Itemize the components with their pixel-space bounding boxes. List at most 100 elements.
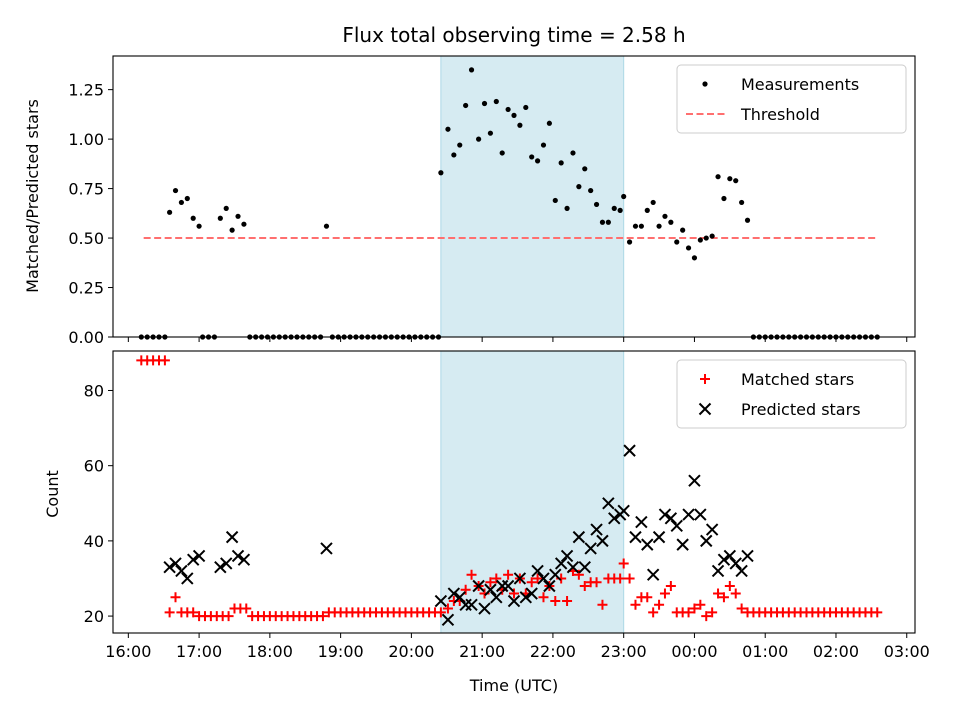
matched-stars-marker (317, 611, 328, 622)
measurements-point (626, 239, 633, 245)
predicted-stars-marker (434, 594, 448, 608)
predicted-stars-marker (723, 549, 737, 563)
measurements-point (662, 213, 668, 219)
predicted-stars-marker (501, 579, 515, 593)
x-tick-label: 23:00 (601, 642, 647, 661)
matched-stars-marker (223, 611, 234, 622)
x-axis-label: Time (UTC) (469, 676, 558, 695)
top-y-tick-label: 0.25 (68, 279, 104, 298)
predicted-stars-marker (441, 613, 455, 627)
bottom-axes-frame (112, 350, 916, 634)
predicted-stars-marker (181, 572, 194, 585)
x-tick-label: 22:00 (530, 642, 576, 661)
predicted-stars-marker (741, 549, 754, 563)
predicted-stars-marker (735, 564, 748, 578)
measurements-point (611, 205, 617, 211)
predicted-stars-marker (676, 538, 689, 551)
measurements-point (487, 130, 494, 136)
predicted-stars-marker (459, 598, 472, 612)
predicted-stars-marker (623, 444, 636, 457)
predicted-stars-marker (590, 523, 603, 536)
predicted-stars-marker (700, 534, 713, 548)
predicted-stars-marker (711, 564, 725, 578)
predicted-stars-marker (495, 579, 509, 593)
predicted-stars-marker (447, 587, 461, 600)
top-plot: 0.00 0.25 0.50 0.75 1.00 1.25 Measurements Thre… (68, 55, 916, 347)
bottom-y-tick-label: 60 (84, 457, 104, 476)
measurements-point (703, 235, 709, 241)
measurements-point (468, 67, 475, 73)
predicted-stars-marker (705, 523, 719, 536)
measurements-point (529, 154, 535, 160)
x-tick-label: 01:00 (742, 642, 788, 661)
predicted-stars-marker (635, 515, 648, 529)
measurements-point (172, 187, 179, 194)
measurements-point (605, 219, 611, 225)
predicted-stars-marker (664, 512, 678, 525)
matched-stars-marker (707, 607, 718, 618)
predicted-stars-marker (163, 560, 176, 574)
measurements-point (733, 178, 739, 184)
measurements-point (235, 213, 241, 219)
bottom-y-axis-label: Count (43, 470, 62, 518)
measurements-point (196, 223, 202, 229)
measurements-point (674, 239, 680, 245)
predicted-stars-marker (320, 542, 333, 555)
measurements-point (493, 98, 499, 105)
predicted-stars-marker (596, 534, 609, 548)
matched-stars-marker (442, 603, 453, 614)
measurements-point (727, 176, 733, 182)
measurements-point (599, 219, 606, 225)
measurements-point (217, 215, 223, 221)
measurements-point (523, 104, 529, 111)
top-y-tick-label: 1.25 (68, 81, 104, 100)
x-tick-label: 21:00 (459, 642, 505, 661)
measurements-point (552, 197, 558, 204)
measurements-point (576, 184, 582, 190)
predicted-stars-marker (554, 557, 568, 570)
predicted-stars-marker (537, 572, 550, 585)
measurements-point (564, 205, 570, 211)
predicted-stars-marker (465, 598, 478, 612)
predicted-stars-marker (169, 557, 182, 570)
measurements-point (621, 193, 627, 200)
measurements-point (540, 142, 547, 148)
measurements-point (229, 227, 235, 233)
matched-stars-marker (724, 581, 735, 591)
matched-stars-marker (170, 592, 181, 603)
measurements-point (451, 152, 457, 158)
matched-stars-marker (460, 584, 471, 595)
measurements-point (241, 221, 247, 227)
matched-stars-marker (630, 599, 641, 610)
measurements-point (517, 122, 523, 128)
legend-label: Predicted stars (741, 400, 861, 419)
predicted-stars-marker (617, 504, 630, 518)
predicted-stars-marker (472, 579, 485, 593)
matched-stars-marker (615, 573, 626, 584)
top-y-tick-label: 1.00 (68, 130, 104, 149)
predicted-stars-marker (478, 602, 491, 615)
x-tick-label: 02:00 (813, 642, 859, 661)
matched-stars-marker (665, 581, 676, 591)
predicted-stars-marker (513, 572, 527, 585)
predicted-stars-marker (186, 553, 200, 566)
predicted-stars-marker (729, 557, 742, 570)
predicted-stars-marker (566, 560, 580, 574)
matched-stars-marker (562, 596, 573, 607)
measurements-point (721, 195, 727, 202)
matched-stars-marker (188, 607, 199, 618)
legend-label: Threshold (740, 105, 820, 124)
matched-stars-marker (648, 607, 659, 618)
predicted-stars-marker (694, 508, 707, 521)
predicted-stars-marker (519, 591, 533, 604)
measurements-point (167, 209, 173, 215)
measurements-point (499, 150, 505, 156)
matched-stars-marker (159, 355, 170, 366)
x-tick-label: 00:00 (671, 642, 717, 661)
predicted-stars-marker (525, 587, 538, 600)
predicted-stars-marker (507, 594, 521, 608)
matched-stars-marker (526, 577, 537, 588)
measurements-point (685, 245, 692, 251)
matched-stars-marker (659, 588, 670, 599)
